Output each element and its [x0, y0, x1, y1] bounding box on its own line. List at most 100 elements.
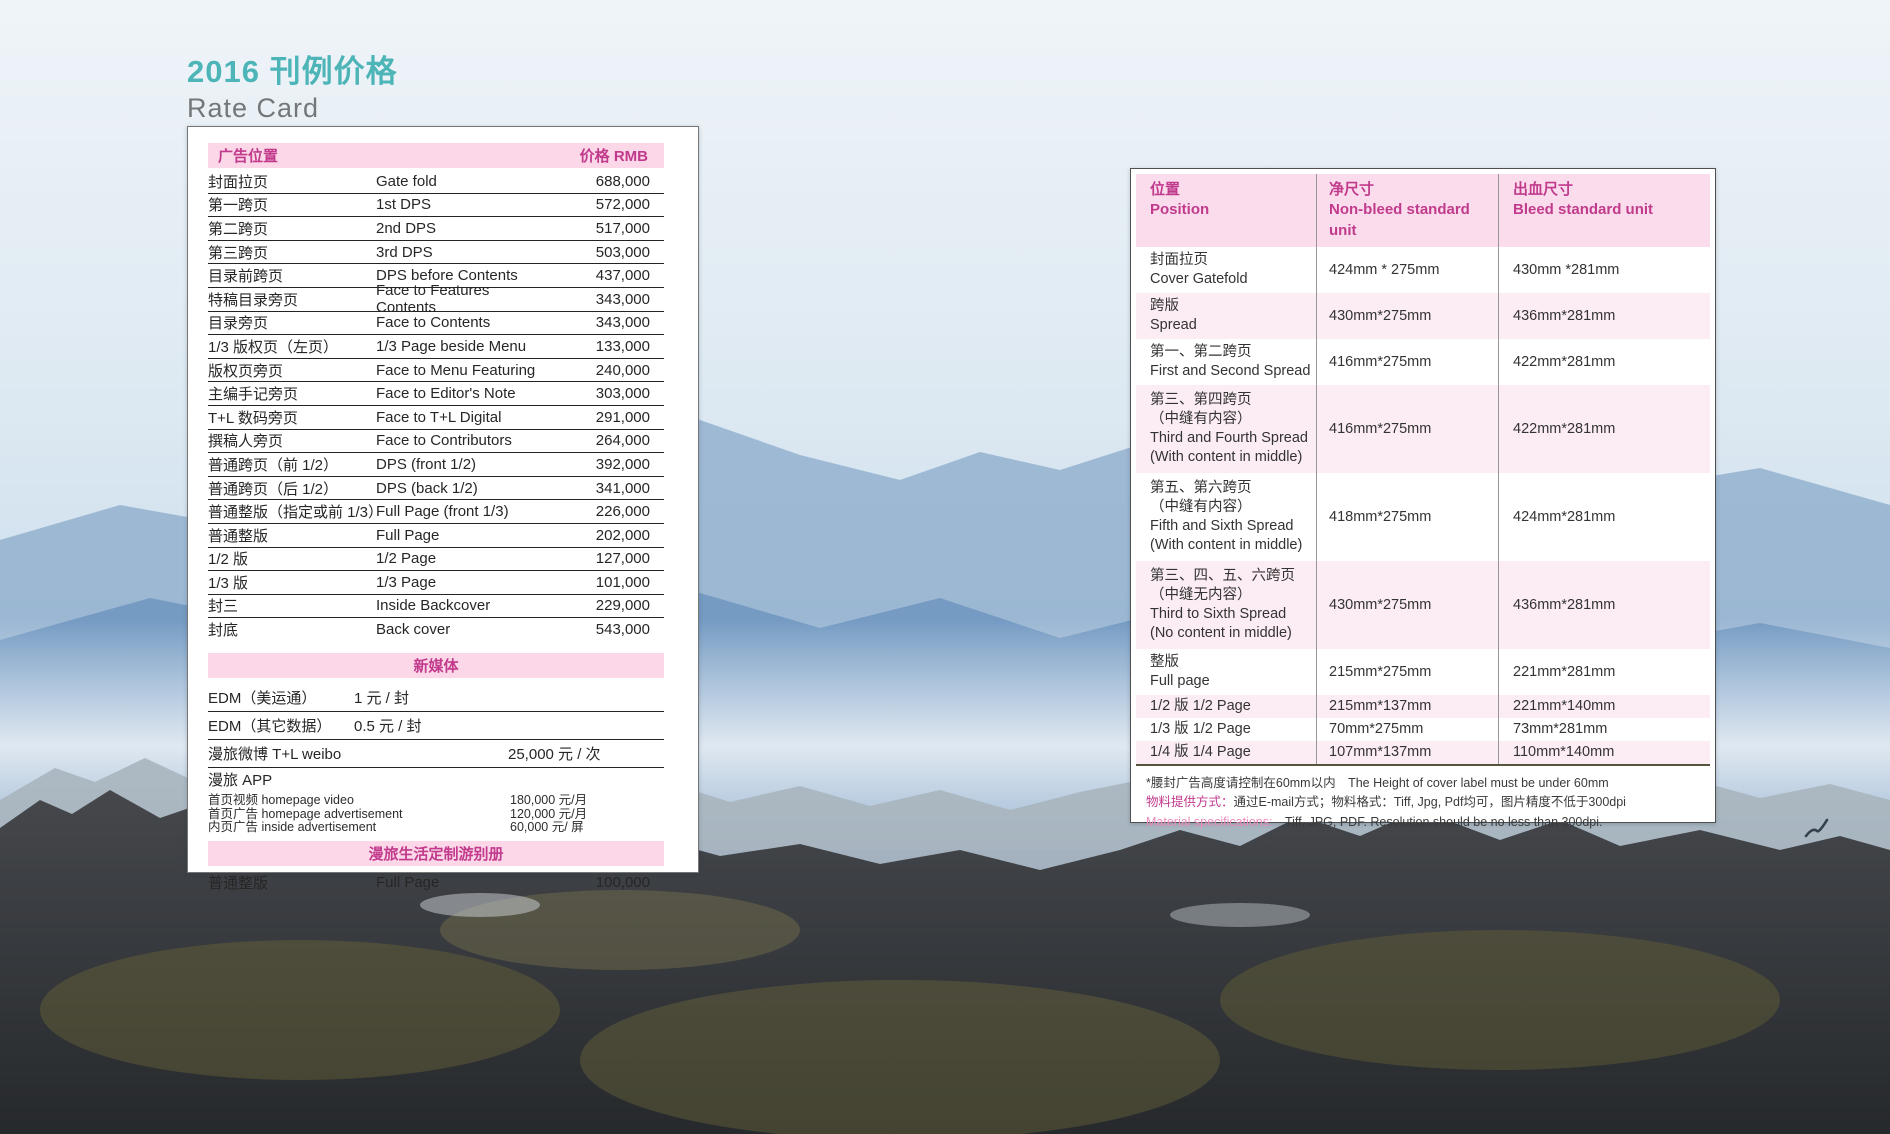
rate-row-en: Full Page: [376, 526, 440, 544]
size-row-position: 封面拉页 Cover Gatefold: [1150, 251, 1248, 287]
size-spec-panel: 位置 Position 净尺寸 Non-bleed standard unit 出血…: [1130, 168, 1716, 829]
rate-row-price: 688,000: [595, 172, 650, 190]
rate-row-price: 503,000: [595, 243, 650, 261]
size-row: 封面拉页 Cover Gatefold 424mm * 275mm 430mm *2…: [1136, 246, 1710, 293]
rate-row: 1/3 版权页（左页） 1/3 Page beside Menu 133,000: [208, 335, 664, 359]
material-text-cn: 通过E-mail方式；物料格式：Tiff, Jpg, Pdf均可，图片精度不低于…: [1233, 795, 1626, 810]
size-row: 整版 Full page 215mm*275mm 221mm*281mm: [1136, 648, 1710, 695]
weibo-price: 25,000 元 / 次: [508, 745, 601, 763]
footnote-material-cn: 物料提供方式：通过E-mail方式；物料格式：Tiff, Jpg, Pdf均可，…: [1146, 793, 1700, 812]
size-row: 第三、四、五、六跨页 （中缝无内容） Third to Sixth Spread…: [1136, 560, 1710, 649]
rate-row-en: Face to T+L Digital: [376, 408, 502, 426]
app-sub-price: 60,000 元/ 屏: [510, 820, 584, 835]
size-row-position: 第一、第二跨页 First and Second Spread: [1150, 343, 1311, 379]
rate-row-price: 341,000: [595, 479, 650, 497]
rate-row-price: 291,000: [595, 408, 650, 426]
rate-row-price: 133,000: [595, 337, 650, 355]
rate-row-en: Face to Contents: [376, 314, 491, 332]
edm-price: 1 元 / 封: [354, 689, 410, 707]
app-sub-price: 120,000 元/月: [510, 806, 588, 821]
rate-row: 普通跨页（前 1/2） DPS (front 1/2) 392,000: [208, 453, 664, 477]
page-title: 2016 刊例价格 Rate Card: [187, 46, 398, 124]
rate-row-en: DPS before Contents: [376, 267, 518, 285]
rate-row-cn: 目录前跨页: [208, 268, 284, 286]
rate-row-cn: 1/3 版: [208, 574, 249, 592]
rate-row-en: Inside Backcover: [376, 597, 491, 615]
rate-row-cn: 撰稿人旁页: [208, 433, 284, 451]
size-row-position: 整版 Full page: [1150, 653, 1210, 689]
rate-row-price: 127,000: [595, 550, 650, 568]
size-row: 第三、第四跨页 （中缝有内容） Third and Fourth Spread …: [1136, 384, 1710, 473]
app-sub-price: 180,000 元/月: [510, 793, 588, 808]
size-row-nonbleed: 430mm*275mm: [1316, 560, 1498, 649]
booklet-row: 普通整版 Full Page 100,000: [208, 866, 664, 898]
rate-table-header-band: 广告位置 价格 RMB: [208, 143, 664, 168]
size-row-position: 第三、四、五、六跨页 （中缝无内容） Third to Sixth Spread…: [1150, 567, 1295, 641]
edm-rows: EDM（美运通） 1 元 / 封 EDM（其它数据） 0.5 元 / 封: [208, 684, 664, 740]
rate-row-en: 1st DPS: [376, 196, 432, 214]
rate-row-price: 229,000: [595, 597, 650, 615]
size-row-bleed: 436mm*281mm: [1498, 292, 1710, 339]
app-sub-label: 首页视频 homepage video: [208, 793, 354, 808]
app-label-row: 漫旅 APP: [208, 772, 273, 790]
rate-row-cn: 1/3 版权页（左页）: [208, 338, 339, 356]
rate-row-price: 264,000: [595, 432, 650, 450]
size-row-bleed: 430mm *281mm: [1498, 246, 1710, 293]
rate-row-cn: 普通整版: [208, 527, 269, 545]
rate-row: 版权页旁页 Face to Menu Featuring 240,000: [208, 359, 664, 383]
rate-row: 普通整版（指定或前 1/3） Full Page (front 1/3) 226,0…: [208, 500, 664, 524]
rate-row: 目录旁页 Face to Contents 343,000: [208, 312, 664, 336]
size-row-nonbleed: 215mm*275mm: [1316, 648, 1498, 695]
size-row-position: 跨版 Spread: [1150, 297, 1197, 333]
edm-price: 0.5 元 / 封: [354, 717, 422, 735]
page-title-cn: 2016 刊例价格: [187, 54, 398, 89]
size-row-nonbleed: 215mm*137mm: [1316, 694, 1498, 718]
weibo-row: 漫旅微博 T+L weibo 25,000 元 / 次: [208, 740, 664, 768]
booklet-row-en: Full Page: [376, 873, 440, 891]
rate-row: 封三 Inside Backcover 229,000: [208, 595, 664, 619]
rate-row-cn: 普通跨页（前 1/2）: [208, 456, 339, 474]
size-row-position: 1/2 版 1/2 Page: [1150, 697, 1251, 714]
rate-row: 主编手记旁页 Face to Editor's Note 303,000: [208, 382, 664, 406]
rate-row-price: 392,000: [595, 455, 650, 473]
rate-row: 第三跨页 3rd DPS 503,000: [208, 241, 664, 265]
size-table: 封面拉页 Cover Gatefold 424mm * 275mm 430mm *2…: [1136, 246, 1710, 764]
rate-row: 特稿目录旁页 Face to Features Contents 343,000: [208, 282, 664, 316]
size-row-bleed: 422mm*281mm: [1498, 338, 1710, 385]
rate-row-price: 437,000: [595, 267, 650, 285]
app-sub-row: 首页广告 homepage advertisement 120,000 元/月: [208, 805, 664, 821]
size-row-bleed: 424mm*281mm: [1498, 472, 1710, 561]
rate-header-position: 广告位置: [218, 148, 279, 165]
rate-row-en: Full Page (front 1/3): [376, 503, 509, 521]
footnote-height-note: *腰封广告高度请控制在60mm以内 The Height of cover la…: [1146, 775, 1609, 790]
rate-row: 第一跨页 1st DPS 572,000: [208, 194, 664, 218]
size-table-header: 位置 Position 净尺寸 Non-bleed standard unit 出血…: [1136, 174, 1710, 247]
bird-icon: [1804, 818, 1829, 838]
rate-row-en: 2nd DPS: [376, 219, 437, 237]
material-text-en: Tiff, JPG, PDF. Resolution should be no …: [1284, 814, 1603, 829]
size-row-bleed: 221mm*140mm: [1498, 694, 1710, 718]
rate-row: 封面拉页 Gate fold 688,000: [208, 170, 664, 194]
footnotes: *腰封广告高度请控制在60mm以内 The Height of cover la…: [1136, 766, 1710, 832]
size-row: 1/2 版 1/2 Page 215mm*137mm 221mm*140mm: [1136, 694, 1710, 718]
size-row-nonbleed: 107mm*137mm: [1316, 740, 1498, 764]
booklet-band: 漫旅生活定制游别册: [208, 841, 664, 867]
size-row-bleed: 73mm*281mm: [1498, 717, 1710, 741]
edm-label: EDM（美运通）: [208, 689, 317, 707]
size-row-position: 第三、第四跨页 （中缝有内容） Third and Fourth Spread …: [1150, 391, 1308, 465]
new-media-band: 新媒体: [208, 652, 664, 678]
app-sub-rows: 首页视频 homepage video 180,000 元/月 首页广告 homep…: [208, 792, 664, 835]
app-sub-label: 首页广告 homepage advertisement: [208, 806, 403, 821]
size-row-bleed: 436mm*281mm: [1498, 560, 1710, 649]
size-row: 1/3 版 1/2 Page 70mm*275mm 73mm*281mm: [1136, 717, 1710, 741]
page-title-en: Rate Card: [187, 93, 320, 123]
rate-row-cn: 封三: [208, 598, 239, 616]
app-sub-row: 首页视频 homepage video 180,000 元/月: [208, 792, 664, 808]
rate-row-price: 240,000: [595, 361, 650, 379]
size-row-nonbleed: 424mm * 275mm: [1316, 246, 1498, 293]
table-bottom-rule: [1136, 763, 1710, 766]
rate-row: 撰稿人旁页 Face to Contributors 264,000: [208, 430, 664, 454]
size-row-bleed: 221mm*281mm: [1498, 648, 1710, 695]
rate-row-cn: 第二跨页: [208, 220, 269, 238]
rate-row-en: Gate fold: [376, 172, 437, 190]
